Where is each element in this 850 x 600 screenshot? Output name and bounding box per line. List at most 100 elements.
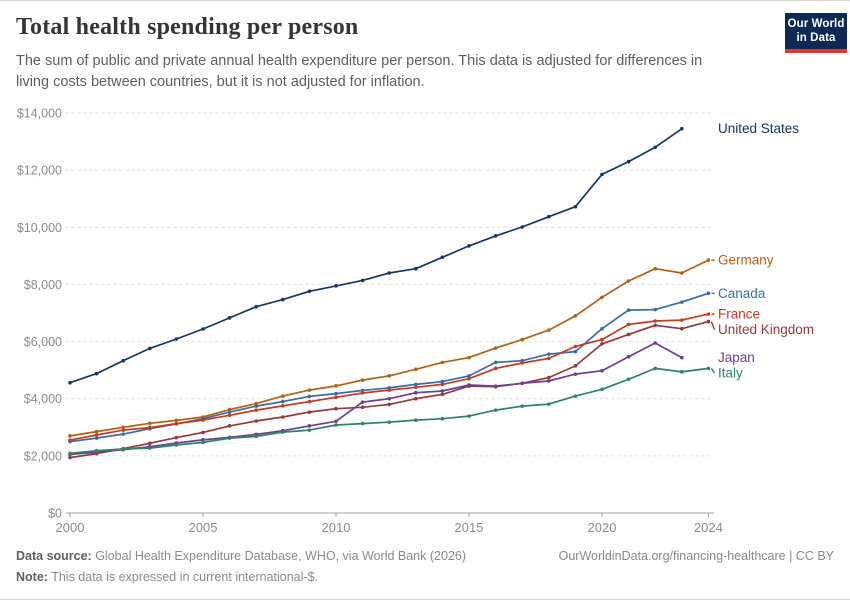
data-point[interactable] — [680, 326, 684, 331]
data-point[interactable] — [94, 371, 99, 376]
data-point[interactable] — [680, 126, 684, 131]
data-point[interactable] — [520, 337, 524, 342]
data-point[interactable] — [626, 354, 631, 359]
data-point[interactable] — [600, 172, 604, 177]
data-point[interactable] — [573, 394, 578, 398]
data-point[interactable] — [254, 304, 258, 309]
data-point[interactable] — [440, 392, 445, 397]
series-line-italy[interactable] — [68, 366, 711, 456]
data-point[interactable] — [121, 432, 125, 436]
series-path[interactable] — [69, 127, 683, 384]
data-point[interactable] — [573, 364, 578, 368]
data-point[interactable] — [281, 399, 285, 404]
data-point[interactable] — [148, 441, 152, 446]
chart-svg[interactable]: $0 $2,000 $4,000 $6,000 $8,000 $10,000 $12,000… — [0, 95, 850, 540]
data-point[interactable] — [360, 278, 365, 283]
data-point[interactable] — [307, 428, 312, 432]
data-point[interactable] — [360, 400, 365, 404]
data-point[interactable] — [387, 374, 392, 378]
data-point[interactable] — [520, 404, 524, 408]
data-point[interactable] — [706, 312, 711, 316]
data-point[interactable] — [467, 414, 471, 418]
data-point[interactable] — [360, 378, 365, 382]
data-point[interactable] — [600, 337, 604, 342]
data-point[interactable] — [600, 387, 604, 392]
data-point[interactable] — [573, 372, 578, 376]
data-point[interactable] — [414, 396, 418, 401]
data-point[interactable] — [281, 394, 285, 398]
data-point[interactable] — [706, 291, 711, 296]
data-point[interactable] — [626, 377, 631, 382]
data-point[interactable] — [360, 421, 365, 426]
footer-credit-link[interactable]: OurWorldinData.org/financing-healthcare … — [558, 548, 834, 563]
data-point[interactable] — [573, 314, 578, 318]
data-point[interactable] — [680, 271, 684, 275]
data-point[interactable] — [653, 319, 657, 323]
data-point[interactable] — [227, 410, 232, 414]
data-point[interactable] — [680, 370, 684, 374]
data-point[interactable] — [334, 406, 338, 411]
data-point[interactable] — [94, 429, 99, 434]
data-point[interactable] — [440, 389, 445, 393]
data-point[interactable] — [201, 418, 205, 422]
series-label-japan[interactable]: Japan — [718, 350, 755, 365]
data-point[interactable] — [626, 322, 631, 327]
data-point[interactable] — [440, 255, 445, 260]
data-point[interactable] — [493, 384, 498, 388]
data-point[interactable] — [653, 366, 657, 371]
data-point[interactable] — [493, 360, 498, 365]
data-point[interactable] — [174, 435, 179, 440]
data-point[interactable] — [626, 159, 631, 164]
data-point[interactable] — [94, 436, 99, 440]
data-point[interactable] — [387, 396, 392, 401]
data-point[interactable] — [307, 410, 312, 414]
data-point[interactable] — [94, 433, 99, 437]
data-point[interactable] — [520, 361, 524, 365]
data-point[interactable] — [254, 404, 258, 408]
data-point[interactable] — [467, 376, 471, 381]
owid-logo[interactable]: Our World in Data — [785, 13, 847, 53]
data-point[interactable] — [600, 342, 604, 346]
data-point[interactable] — [440, 382, 445, 387]
data-point[interactable] — [547, 328, 551, 332]
data-point[interactable] — [281, 430, 285, 434]
data-point[interactable] — [706, 258, 711, 262]
data-point[interactable] — [626, 279, 631, 283]
data-point[interactable] — [281, 297, 285, 302]
series-label-italy[interactable]: Italy — [718, 366, 743, 381]
data-point[interactable] — [334, 419, 338, 424]
data-point[interactable] — [334, 395, 338, 400]
data-point[interactable] — [121, 428, 125, 432]
data-point[interactable] — [493, 346, 498, 350]
data-point[interactable] — [254, 419, 258, 423]
series-path[interactable] — [69, 342, 683, 456]
data-point[interactable] — [174, 443, 179, 447]
data-point[interactable] — [467, 374, 471, 378]
series-line-japan[interactable] — [68, 341, 684, 457]
line-chart[interactable]: $0 $2,000 $4,000 $6,000 $8,000 $10,000 $12,000… — [0, 95, 850, 540]
data-point[interactable] — [626, 332, 631, 337]
data-point[interactable] — [573, 349, 578, 354]
data-point[interactable] — [307, 289, 312, 294]
data-point[interactable] — [387, 402, 392, 407]
data-point[interactable] — [281, 404, 285, 408]
data-point[interactable] — [334, 284, 338, 288]
data-point[interactable] — [94, 448, 99, 453]
data-point[interactable] — [360, 405, 365, 410]
data-point[interactable] — [600, 368, 604, 373]
data-point[interactable] — [520, 381, 524, 386]
data-point[interactable] — [227, 436, 232, 440]
series-label-germany[interactable]: Germany — [718, 253, 774, 268]
data-point[interactable] — [148, 446, 152, 450]
data-point[interactable] — [414, 385, 418, 390]
data-point[interactable] — [493, 366, 498, 371]
data-point[interactable] — [387, 388, 392, 392]
data-point[interactable] — [414, 390, 418, 395]
data-point[interactable] — [626, 308, 631, 312]
data-point[interactable] — [706, 366, 711, 371]
data-point[interactable] — [227, 424, 232, 428]
data-point[interactable] — [653, 323, 657, 328]
data-point[interactable] — [414, 418, 418, 422]
data-point[interactable] — [600, 326, 604, 331]
data-point[interactable] — [68, 380, 72, 385]
